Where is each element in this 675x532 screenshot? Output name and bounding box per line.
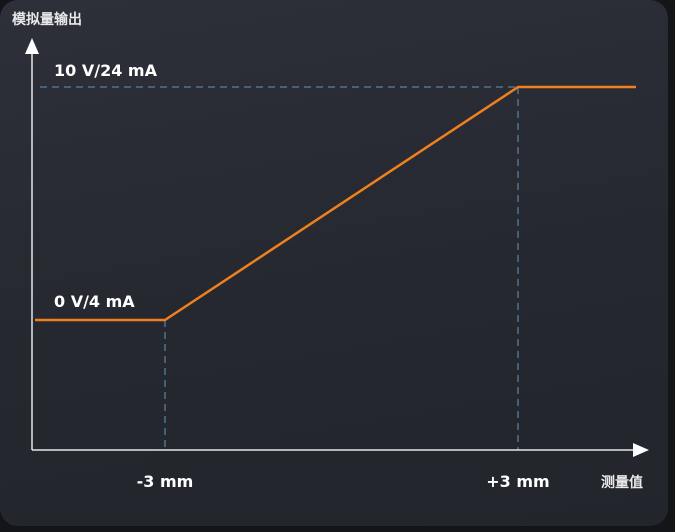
y-tick-low: 0 V/4 mA [54,292,135,311]
x-axis-label: 测量值 [601,474,643,491]
y-axis-arrow-icon [25,38,39,54]
y-tick-high: 10 V/24 mA [54,61,158,80]
output-diagram: 模拟量输出 测量值 10 V/24 mA 0 V/4 mA -3 mm +3 m… [12,11,649,491]
x-tick-minus: -3 mm [137,472,194,491]
y-axis-label: 模拟量输出 [12,11,82,28]
x-axis-arrow-icon [633,443,649,457]
diagram-card: 模拟量输出 测量值 10 V/24 mA 0 V/4 mA -3 mm +3 m… [0,0,668,526]
x-tick-plus: +3 mm [486,472,549,491]
output-curve [35,85,636,322]
